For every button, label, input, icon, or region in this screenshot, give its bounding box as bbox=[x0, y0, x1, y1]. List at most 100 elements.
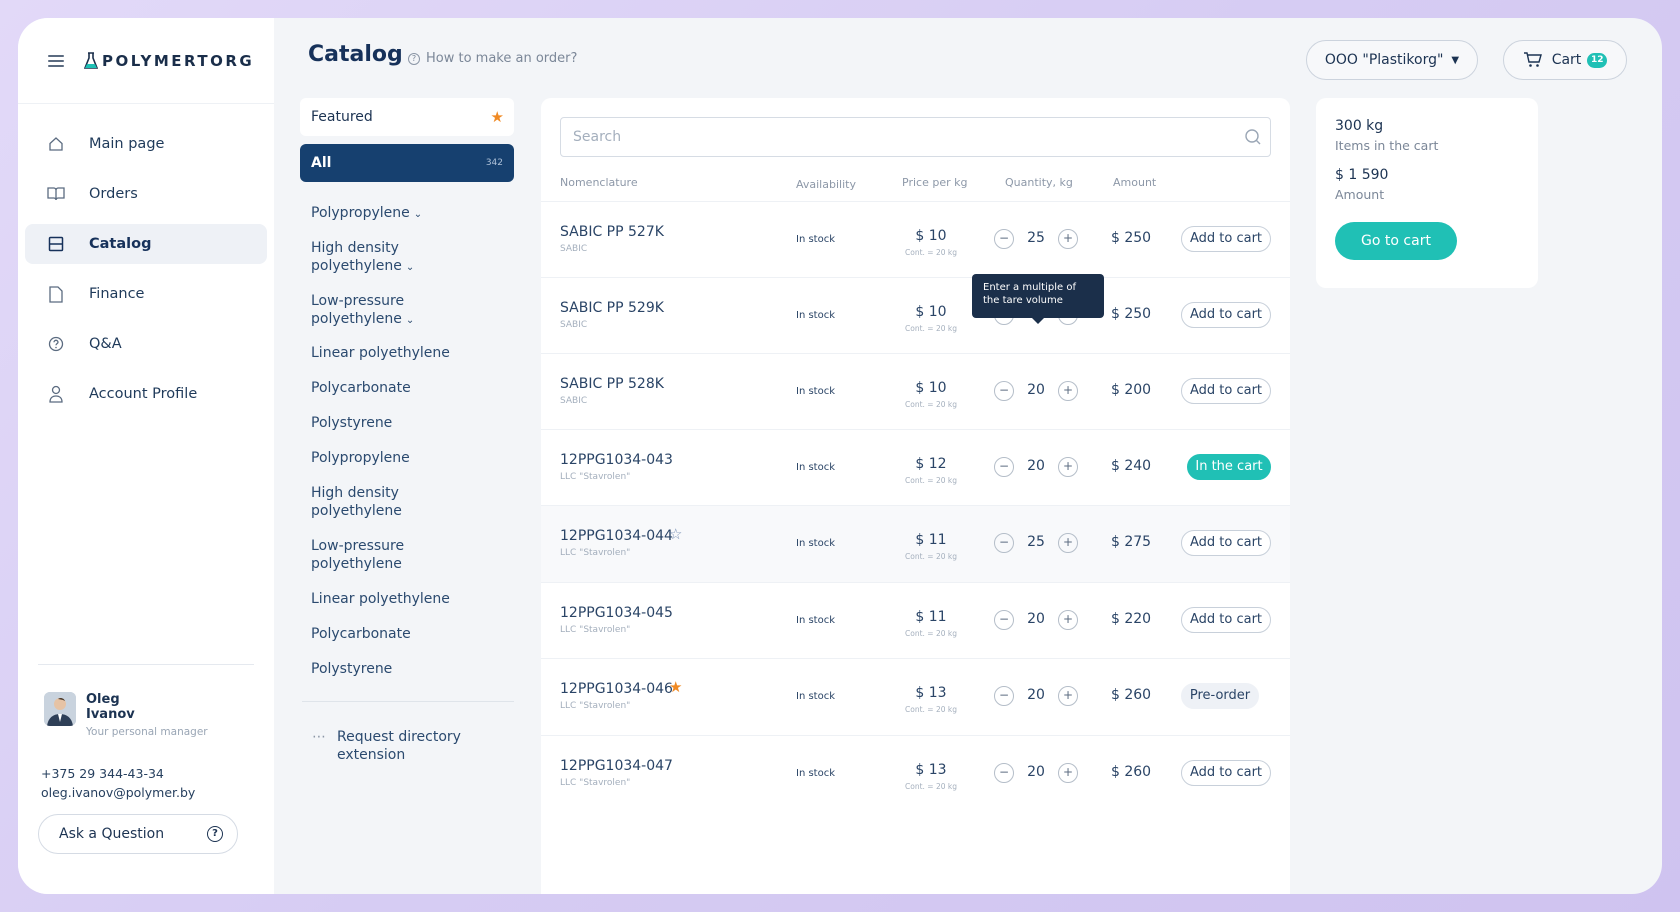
manager-email[interactable]: oleg.ivanov@polymer.by bbox=[41, 785, 196, 800]
how-to-order-link[interactable]: ? How to make an order? bbox=[408, 51, 577, 66]
go-to-cart-button[interactable]: Go to cart bbox=[1335, 222, 1457, 260]
menu-icon[interactable] bbox=[48, 54, 64, 67]
category-item[interactable]: Polypropylene ⌄ bbox=[300, 204, 422, 224]
product-manufacturer: LLC "Stavrolen" bbox=[560, 472, 631, 482]
availability-status: In stock bbox=[796, 691, 836, 702]
product-name[interactable]: SABIC PP 528K bbox=[560, 376, 664, 392]
product-name[interactable]: SABIC PP 529K bbox=[560, 300, 664, 316]
table-row[interactable]: SABIC PP 529K SABIC In stock $ 10 Cont. = 20… bbox=[541, 277, 1290, 355]
category-item[interactable]: Polycarbonate bbox=[311, 380, 411, 396]
quantity-input[interactable]: 20 bbox=[1027, 687, 1045, 703]
availability-status: In stock bbox=[796, 538, 836, 549]
star-icon: ★ bbox=[490, 108, 504, 126]
category-item[interactable]: Linear polyethylene bbox=[311, 345, 450, 361]
decrease-quantity-button[interactable]: − bbox=[994, 533, 1014, 553]
row-action-button[interactable]: Add to cart bbox=[1181, 530, 1271, 556]
container-size: Cont. = 20 kg bbox=[905, 552, 957, 561]
search-input[interactable] bbox=[561, 129, 1211, 145]
decrease-quantity-button[interactable]: − bbox=[994, 763, 1014, 783]
search-bar bbox=[560, 117, 1271, 157]
category-item[interactable]: Polystyrene bbox=[311, 661, 393, 677]
sidebar-item-label: Finance bbox=[89, 286, 145, 302]
cart-button[interactable]: Cart 12 bbox=[1503, 40, 1627, 80]
sidebar-item-label: Account Profile bbox=[89, 386, 198, 402]
category-item[interactable]: High density polyethylene bbox=[311, 485, 402, 519]
decrease-quantity-button[interactable]: − bbox=[994, 457, 1014, 477]
row-action-button[interactable]: Add to cart bbox=[1181, 760, 1271, 786]
request-extension-link[interactable]: ⋯ Request directory extension bbox=[312, 728, 477, 764]
decrease-quantity-button[interactable]: − bbox=[994, 686, 1014, 706]
table-row[interactable]: 12PPG1034-047 LLC "Stavrolen" In stock $ 13… bbox=[541, 735, 1290, 813]
sidebar-item-orders[interactable]: Orders bbox=[25, 174, 267, 214]
cart-weight: 300 kg bbox=[1335, 118, 1384, 134]
product-name[interactable]: 12PPG1034-046 bbox=[560, 681, 673, 697]
quantity-input[interactable]: 20 bbox=[1027, 382, 1045, 398]
favorite-star-icon[interactable]: ★ bbox=[669, 678, 683, 696]
row-action-button[interactable]: In the cart bbox=[1187, 454, 1271, 480]
product-name[interactable]: 12PPG1034-043 bbox=[560, 452, 673, 468]
decrease-quantity-button[interactable]: − bbox=[994, 229, 1014, 249]
price-per-kg: $ 11 bbox=[915, 532, 947, 548]
manager-panel: Oleg Ivanov Your personal manager +375 2… bbox=[18, 664, 274, 894]
product-name[interactable]: SABIC PP 527K bbox=[560, 224, 664, 240]
brand-name: POLYMERTORG bbox=[102, 51, 255, 70]
increase-quantity-button[interactable]: + bbox=[1058, 610, 1078, 630]
sidebar-item-catalog[interactable]: Catalog bbox=[25, 224, 267, 264]
category-item[interactable]: Low-pressure polyethylene bbox=[311, 538, 405, 572]
manager-phone[interactable]: +375 29 344-43-34 bbox=[41, 766, 164, 781]
organization-select[interactable]: OOO "Plastikorg" ▼ bbox=[1306, 40, 1478, 80]
sidebar-item-main-page[interactable]: Main page bbox=[25, 124, 267, 164]
column-header-price[interactable]: Price per kg bbox=[902, 176, 968, 189]
category-all[interactable]: All 342 bbox=[300, 144, 514, 182]
category-item[interactable]: Polystyrene bbox=[311, 415, 393, 431]
quantity-input[interactable]: 20 bbox=[1027, 611, 1045, 627]
increase-quantity-button[interactable]: + bbox=[1058, 457, 1078, 477]
quantity-input[interactable]: 20 bbox=[1027, 458, 1045, 474]
increase-quantity-button[interactable]: + bbox=[1058, 381, 1078, 401]
decrease-quantity-button[interactable]: − bbox=[994, 610, 1014, 630]
ask-question-button[interactable]: Ask a Question ? bbox=[38, 814, 238, 854]
product-name[interactable]: 12PPG1034-045 bbox=[560, 605, 673, 621]
table-row[interactable]: SABIC PP 527K SABIC In stock $ 10 Cont. = 20… bbox=[541, 201, 1290, 279]
product-name[interactable]: 12PPG1034-044 bbox=[560, 528, 673, 544]
category-item[interactable]: High density polyethylene ⌄ bbox=[300, 239, 430, 277]
category-item[interactable]: Low-pressure polyethylene ⌄ bbox=[300, 292, 430, 330]
increase-quantity-button[interactable]: + bbox=[1058, 763, 1078, 783]
favorite-star-icon[interactable]: ☆ bbox=[669, 525, 683, 543]
container-size: Cont. = 20 kg bbox=[905, 705, 957, 714]
table-row[interactable]: 12PPG1034-046 ★ LLC "Stavrolen" In stock $ 1… bbox=[541, 658, 1290, 736]
manager-contacts: +375 29 344-43-34 oleg.ivanov@polymer.by bbox=[41, 764, 195, 802]
increase-quantity-button[interactable]: + bbox=[1058, 686, 1078, 706]
quantity-input[interactable]: 25 bbox=[1027, 534, 1045, 550]
logo[interactable]: POLYMERTORG bbox=[84, 52, 254, 70]
row-action-button[interactable]: Add to cart bbox=[1181, 226, 1271, 252]
table-row[interactable]: 12PPG1034-045 LLC "Stavrolen" In stock $ 11… bbox=[541, 582, 1290, 660]
sidebar-item-account-profile[interactable]: Account Profile bbox=[25, 374, 267, 414]
category-featured[interactable]: Featured ★ bbox=[300, 98, 514, 136]
column-header-quantity[interactable]: Quantity, kg bbox=[1005, 176, 1073, 189]
column-header-amount[interactable]: Amount bbox=[1113, 176, 1157, 189]
quantity-input[interactable]: 20 bbox=[1027, 764, 1045, 780]
quantity-input[interactable]: 25 bbox=[1027, 230, 1045, 246]
category-item[interactable]: Linear polyethylene bbox=[311, 591, 450, 607]
row-action-button[interactable]: Add to cart bbox=[1181, 378, 1271, 404]
table-row[interactable]: 12PPG1034-043 LLC "Stavrolen" In stock $ 12… bbox=[541, 429, 1290, 507]
decrease-quantity-button[interactable]: − bbox=[994, 381, 1014, 401]
increase-quantity-button[interactable]: + bbox=[1058, 533, 1078, 553]
category-item[interactable]: Polycarbonate bbox=[311, 626, 411, 642]
column-header-nomenclature[interactable]: Nomenclature bbox=[560, 176, 638, 189]
row-action-button[interactable]: Add to cart bbox=[1181, 607, 1271, 633]
table-row[interactable]: SABIC PP 528K SABIC In stock $ 10 Cont. = 20… bbox=[541, 353, 1290, 431]
product-name[interactable]: 12PPG1034-047 bbox=[560, 758, 673, 774]
category-item[interactable]: Polypropylene bbox=[311, 450, 410, 466]
sidebar-item-qa[interactable]: Q&A bbox=[25, 324, 267, 364]
sidebar-item-finance[interactable]: Finance bbox=[25, 274, 267, 314]
row-action-button[interactable]: Pre-order bbox=[1181, 683, 1259, 709]
row-action-button[interactable]: Add to cart bbox=[1181, 302, 1271, 328]
increase-quantity-button[interactable]: + bbox=[1058, 229, 1078, 249]
column-header-availability[interactable]: Availability bbox=[796, 178, 856, 191]
availability-status: In stock bbox=[796, 386, 836, 397]
table-row[interactable]: 12PPG1034-044 ☆ LLC "Stavrolen" In stock $ 1… bbox=[541, 505, 1290, 583]
search-icon[interactable] bbox=[1244, 128, 1262, 146]
page-title: Catalog bbox=[308, 42, 403, 67]
